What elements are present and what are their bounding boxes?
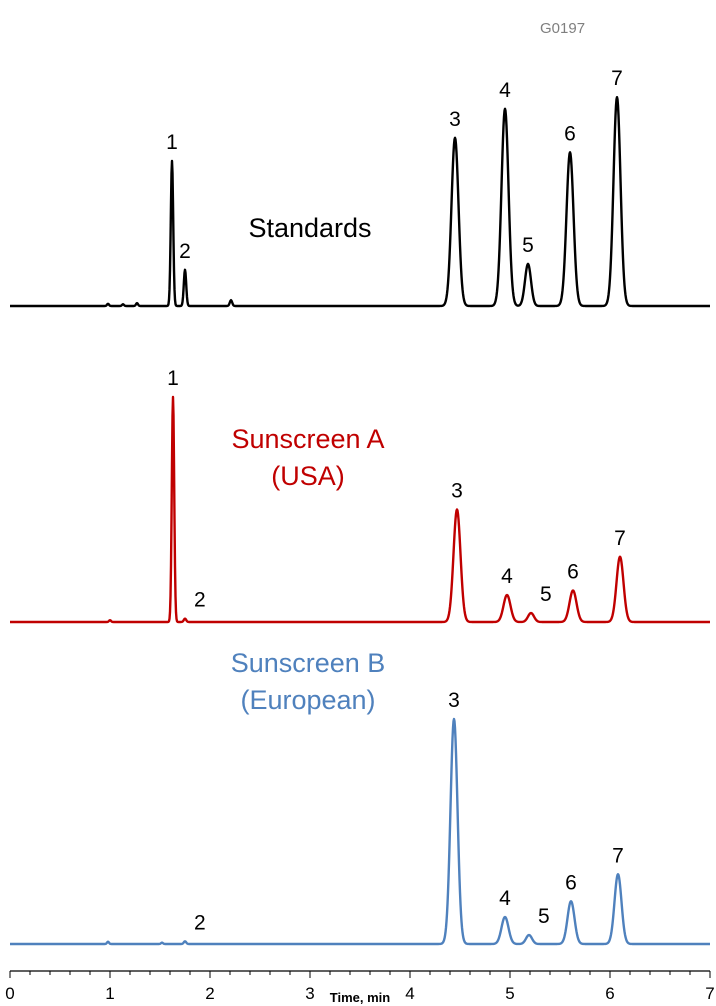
tick-label: 7	[705, 984, 714, 1003]
trace-line	[9, 395, 711, 624]
trace-3: 2 3 4 56 7 Sunscreen B (European)	[9, 648, 711, 946]
trace-name: (USA)	[271, 461, 345, 491]
tick-label: 1	[105, 984, 114, 1003]
peak-label: 6	[565, 871, 577, 894]
peak-label: 3	[451, 480, 463, 503]
peak-label: 7	[612, 844, 624, 867]
trace-2: 1 2 3 4 56 7 Sunscreen A (USA)	[9, 367, 711, 624]
peak-label: 5	[538, 905, 550, 928]
tick-label: 2	[205, 984, 214, 1003]
peak-label: 3	[448, 689, 460, 712]
peak-label: 7	[611, 67, 623, 90]
peak-label: 1	[166, 131, 178, 154]
x-axis: 0 1 2 3 4 5 6 7 Time, min	[5, 970, 715, 1005]
tick-label: 4	[405, 984, 414, 1003]
peak-label: 5	[522, 234, 534, 257]
peak-label: 2	[179, 240, 191, 263]
tick-label: 6	[605, 984, 614, 1003]
trace-name: Standards	[248, 213, 371, 243]
peak-label: 4	[501, 565, 513, 588]
x-axis-title: Time, min	[330, 990, 391, 1005]
peak-label: 6	[567, 561, 579, 584]
trace-line	[9, 96, 711, 308]
trace-name: Sunscreen A	[231, 424, 384, 454]
trace-line	[9, 717, 711, 946]
peak-label: 4	[499, 887, 511, 910]
tick-label: 0	[5, 984, 14, 1003]
peak-label: 5	[540, 583, 552, 606]
peak-label: 2	[194, 589, 206, 612]
peak-label: 3	[449, 108, 461, 131]
tick-label: 5	[505, 984, 514, 1003]
figure-code: G0197	[540, 20, 585, 37]
peak-label: 6	[564, 122, 576, 145]
peak-label: 1	[167, 367, 179, 390]
peak-label: 2	[194, 911, 206, 934]
trace-name: Sunscreen B	[231, 648, 386, 678]
trace-1: 1 2 3 4 5 6 7 Standards	[9, 67, 711, 308]
tick-label: 3	[305, 984, 314, 1003]
peak-label: 4	[499, 79, 511, 102]
trace-name: (European)	[240, 685, 375, 715]
peak-label: 7	[614, 527, 626, 550]
